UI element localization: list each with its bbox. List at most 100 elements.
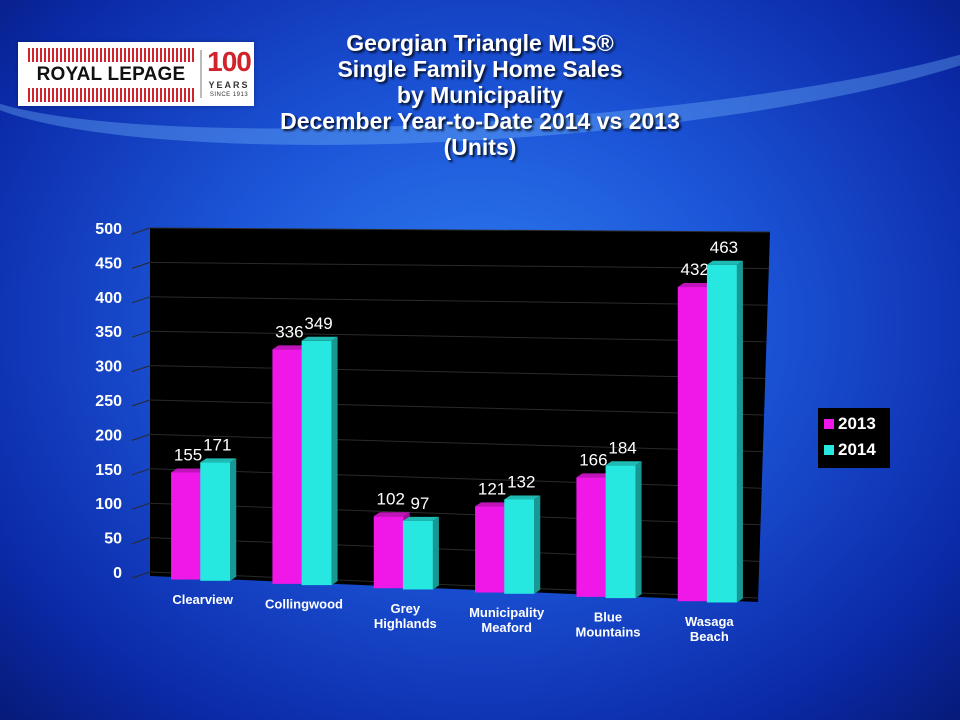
x-tick-label: Wasaga bbox=[685, 614, 734, 629]
bar-top-2014 bbox=[504, 495, 541, 500]
gridline-wall bbox=[131, 502, 151, 510]
bar-side-2014 bbox=[331, 336, 338, 586]
data-label-2014: 132 bbox=[507, 472, 535, 491]
gridline-wall bbox=[131, 399, 151, 407]
bar-top-2014 bbox=[706, 260, 743, 265]
data-label-2013: 336 bbox=[275, 322, 303, 341]
gridline-wall bbox=[131, 261, 151, 269]
bar-2014 bbox=[605, 465, 636, 599]
bar-side-2014 bbox=[736, 260, 743, 603]
logo-divider bbox=[200, 50, 202, 98]
bar-2013 bbox=[272, 349, 303, 584]
title-line-3: by Municipality bbox=[396, 82, 564, 108]
gridline bbox=[149, 330, 767, 343]
gridline bbox=[149, 261, 769, 270]
y-tick-label: 350 bbox=[95, 324, 122, 341]
logo-stripes-top bbox=[28, 48, 194, 62]
bar-2014 bbox=[200, 462, 231, 581]
bar-side-2014 bbox=[635, 461, 642, 599]
x-tick-label: Blue bbox=[594, 610, 622, 625]
x-tick-label: Collingwood bbox=[265, 597, 343, 612]
y-tick-label: 450 bbox=[95, 255, 122, 272]
bar-2013 bbox=[576, 477, 607, 597]
data-label-2013: 155 bbox=[174, 445, 202, 464]
bar-top-2013 bbox=[373, 512, 410, 517]
gridline bbox=[149, 502, 761, 526]
y-tick-label: 100 bbox=[95, 496, 122, 513]
x-tick-label: Meaford bbox=[481, 620, 532, 635]
bar-2014 bbox=[706, 264, 737, 603]
legend-swatch-2014 bbox=[824, 445, 834, 455]
gridline bbox=[149, 571, 759, 599]
legend-label-2014: 2014 bbox=[838, 440, 876, 459]
bar-top-2014 bbox=[605, 461, 642, 466]
bar-2013 bbox=[171, 472, 202, 580]
gridline-wall bbox=[131, 537, 151, 545]
bar-top-2014 bbox=[301, 336, 338, 341]
gridline-wall bbox=[131, 296, 151, 304]
legend-label-2013: 2013 bbox=[838, 414, 876, 433]
x-tick-label: Grey bbox=[391, 601, 421, 616]
y-tick-label: 500 bbox=[95, 221, 122, 238]
royal-lepage-logo: ROYAL LEPAGE 100 YEARS SINCE 1913 bbox=[18, 42, 254, 106]
gridline-wall bbox=[131, 365, 151, 373]
y-tick-label: 150 bbox=[95, 462, 122, 479]
logo-stripes-bottom bbox=[28, 88, 194, 102]
x-tick-label: Clearview bbox=[172, 592, 234, 607]
y-tick-label: 0 bbox=[113, 565, 122, 582]
gridline bbox=[149, 468, 762, 489]
y-tick-label: 50 bbox=[104, 531, 122, 548]
logo-since: SINCE 1913 bbox=[209, 92, 249, 98]
x-tick-label: Highlands bbox=[374, 616, 437, 631]
gridline bbox=[149, 433, 763, 453]
chart-title: Georgian Triangle MLS® Single Family Hom… bbox=[180, 30, 780, 160]
bar-2013 bbox=[677, 287, 708, 602]
y-tick-label: 200 bbox=[95, 427, 122, 444]
bar-2014 bbox=[301, 340, 332, 586]
gridline-wall bbox=[131, 468, 151, 476]
data-label-2014: 171 bbox=[203, 435, 231, 454]
gridline-wall bbox=[131, 330, 151, 338]
gridline-wall bbox=[131, 571, 151, 579]
bar-2013 bbox=[475, 506, 506, 593]
bar-2013 bbox=[373, 516, 404, 589]
bar-side-2014 bbox=[534, 495, 541, 594]
bar-top-2014 bbox=[402, 516, 439, 521]
bar-top-2013 bbox=[576, 473, 613, 478]
gridline bbox=[149, 537, 760, 562]
y-tick-label: 400 bbox=[95, 290, 122, 307]
bar-side-2014 bbox=[432, 516, 439, 590]
bar-top-2013 bbox=[272, 345, 309, 350]
legend-swatch-2013 bbox=[824, 419, 834, 429]
bar-top-2014 bbox=[200, 458, 237, 463]
logo-years: YEARS bbox=[208, 80, 250, 90]
gridline bbox=[149, 296, 768, 306]
chart-legend: 2013 2014 bbox=[818, 408, 890, 468]
y-tick-label: 250 bbox=[95, 393, 122, 410]
bar-2014 bbox=[402, 520, 433, 590]
gridline bbox=[149, 399, 765, 416]
data-label-2014: 463 bbox=[710, 238, 738, 257]
title-line-2: Single Family Home Sales bbox=[337, 56, 623, 82]
gridline-wall bbox=[131, 433, 151, 441]
bar-top-2013 bbox=[171, 468, 208, 473]
data-label-2014: 349 bbox=[304, 314, 332, 333]
y-tick-label: 300 bbox=[95, 359, 122, 376]
bar-top-2013 bbox=[475, 502, 512, 507]
bar-top-2013 bbox=[677, 283, 714, 288]
x-tick-label: Mountains bbox=[576, 625, 641, 640]
logo-brand-text: ROYAL LEPAGE bbox=[36, 64, 186, 85]
bar-side-2014 bbox=[230, 458, 237, 581]
plot-area bbox=[150, 228, 770, 602]
data-label-2013: 121 bbox=[478, 479, 506, 498]
bar-2014 bbox=[504, 499, 535, 594]
data-label-2013: 166 bbox=[579, 450, 607, 469]
data-label-2014: 184 bbox=[608, 438, 636, 457]
x-tick-label: Beach bbox=[690, 629, 729, 644]
gridline-wall bbox=[131, 227, 151, 235]
gridline bbox=[149, 227, 771, 233]
logo-100: 100 bbox=[207, 46, 252, 77]
data-label-2014: 97 bbox=[410, 494, 429, 513]
title-line-5: (Units) bbox=[443, 134, 517, 160]
